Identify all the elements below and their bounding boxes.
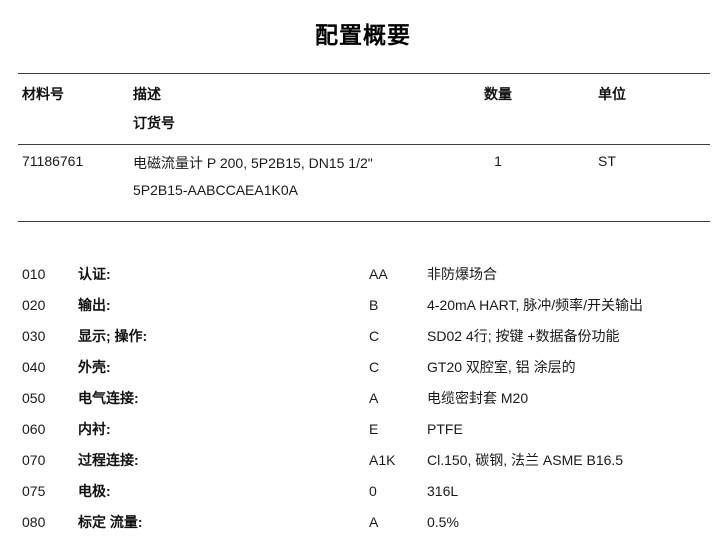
list-item: 070 过程连接: A1K Cl.150, 碳钢, 法兰 ASME B16.5 (0, 445, 726, 476)
spec-position: 060 (22, 421, 46, 437)
spec-code: B (369, 297, 379, 313)
spec-label: 输出: (78, 297, 111, 313)
item-table-header: 材料号 描述 订货号 数量 单位 (0, 84, 726, 134)
spec-label: 内衬: (78, 421, 111, 437)
table-top-rule (18, 73, 710, 74)
list-item: 040 外壳: C GT20 双腔室, 铝 涂层的 (0, 352, 726, 383)
list-item: 080 标定 流量: A 0.5% (0, 507, 726, 538)
spec-position: 050 (22, 390, 46, 406)
spec-position: 080 (22, 514, 46, 530)
spec-value: Cl.150, 碳钢, 法兰 ASME B16.5 (427, 452, 624, 468)
spec-value: 非防爆场合 (427, 266, 497, 282)
spec-position: 010 (22, 266, 46, 282)
spec-label: 显示; 操作: (78, 328, 148, 344)
header-material-number: 材料号 (22, 86, 64, 102)
table-header-rule (18, 144, 710, 145)
cell-order-code: 5P2B15-AABCCAEA1K0A (133, 182, 298, 198)
spec-code: A (369, 514, 379, 530)
header-unit: 单位 (598, 86, 626, 102)
spec-label: 标定 流量: (78, 514, 143, 530)
list-item: 030 显示; 操作: C SD02 4行; 按键 +数据备份功能 (0, 321, 726, 352)
spec-code: A (369, 390, 379, 406)
specification-list: 010 认证: AA 非防爆场合 020 输出: B 4-20mA HART, … (0, 259, 726, 538)
spec-code: C (369, 359, 380, 375)
spec-position: 030 (22, 328, 46, 344)
spec-code: C (369, 328, 380, 344)
spec-code: A1K (369, 452, 396, 468)
list-item: 060 内衬: E PTFE (0, 414, 726, 445)
spec-position: 020 (22, 297, 46, 313)
spec-value: 0.5% (427, 514, 459, 530)
spec-label: 电极: (78, 483, 111, 499)
spec-value: 316L (427, 483, 459, 499)
header-description: 描述 (133, 86, 161, 102)
spec-code: AA (369, 266, 388, 282)
spec-position: 075 (22, 483, 46, 499)
spec-value: SD02 4行; 按键 +数据备份功能 (427, 328, 620, 344)
spec-position: 040 (22, 359, 46, 375)
list-item: 010 认证: AA 非防爆场合 (0, 259, 726, 290)
cell-description: 电磁流量计 P 200, 5P2B15, DN15 1/2" (133, 155, 373, 171)
cell-unit: ST (598, 153, 616, 169)
list-item: 020 输出: B 4-20mA HART, 脉冲/频率/开关输出 (0, 290, 726, 321)
spec-label: 认证: (78, 266, 111, 282)
spec-value: PTFE (427, 421, 463, 437)
spec-label: 外壳: (78, 359, 111, 375)
list-item: 050 电气连接: A 电缆密封套 M20 (0, 383, 726, 414)
spec-label: 过程连接: (78, 452, 139, 468)
spec-value: 电缆密封套 M20 (427, 390, 529, 406)
table-row: 71186761 电磁流量计 P 200, 5P2B15, DN15 1/2" … (0, 153, 726, 203)
cell-quantity: 1 (494, 153, 502, 169)
cell-material-number: 71186761 (22, 153, 84, 169)
header-order-code: 订货号 (133, 115, 175, 131)
spec-code: E (369, 421, 379, 437)
spec-value: 4-20mA HART, 脉冲/频率/开关输出 (427, 297, 644, 313)
table-bottom-rule (18, 221, 710, 222)
page-title: 配置概要 (315, 22, 411, 48)
header-quantity: 数量 (484, 86, 512, 102)
spec-code: 0 (369, 483, 377, 499)
spec-value: GT20 双腔室, 铝 涂层的 (427, 359, 576, 375)
spec-label: 电气连接: (78, 390, 139, 406)
list-item: 075 电极: 0 316L (0, 476, 726, 507)
spec-position: 070 (22, 452, 46, 468)
